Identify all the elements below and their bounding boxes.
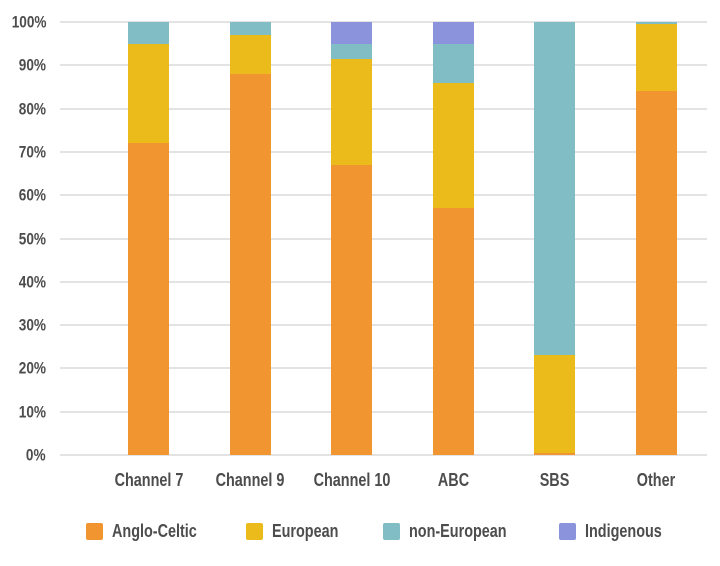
legend-item-european: European [245,521,355,541]
bar-segment-indigenous-abc [432,22,474,44]
bar-segment-non-european-sbs [534,22,576,356]
y-tick-label-80: 80% [18,99,46,119]
bar-channel-9 [229,22,271,455]
legend-swatch-european [245,522,263,540]
y-tick-label-100: 100% [11,12,46,32]
bar-segment-anglo-celtic-channel-9 [229,73,271,455]
legend-label-indigenous: Indigenous [585,521,662,541]
bar-segment-non-european-channel-9 [229,22,271,35]
gridline-50 [60,237,707,240]
plot-area: 0% 10% 20% 30% 40% 50% 60% 70% 80% 90% 100% [11,14,707,464]
bar-segment-european-other [635,24,677,92]
legend-swatch-indigenous [559,522,576,540]
y-tick-label-20: 20% [18,358,46,378]
gridline-60 [60,194,707,197]
legend-item-non-european: non-European [383,522,531,540]
gridline-80 [60,107,707,110]
gridline-100 [60,21,707,23]
x-axis-label-channel-7: Channel 7 [114,470,184,490]
bar-column-channel-9 [200,22,302,455]
y-tick-label-40: 40% [18,272,46,292]
bar-column-channel-7 [98,22,200,455]
legend-label-european: European [271,521,339,541]
bar-channel-7 [128,22,170,455]
bar-segment-non-european-abc [432,43,474,83]
legend-swatch-non-european [383,522,400,540]
y-tick-label-10: 10% [18,402,46,422]
bar-segment-anglo-celtic-channel-7 [128,143,170,455]
legend-label-anglo-celtic: Anglo-Celtic [111,521,197,541]
bar-segment-anglo-celtic-sbs [534,452,576,455]
bar-column-abc [403,22,505,455]
bar-segment-non-european-channel-7 [128,22,170,44]
x-axis-label-sbs: SBS [539,470,570,490]
bar-segment-non-european-channel-10 [331,43,373,59]
y-tick-label-70: 70% [18,142,46,162]
bar-segment-european-abc [432,82,474,209]
bar-channel-10 [331,22,373,455]
bar-segment-european-channel-9 [229,35,271,74]
bar-abc [432,22,474,455]
x-axis-label-channel-10: Channel 10 [313,470,391,490]
gridline-10 [60,410,707,413]
bar-column-sbs [504,22,606,455]
bar-segment-european-sbs [534,355,576,453]
gridline-90 [60,64,707,67]
bar-segment-indigenous-channel-10 [331,22,373,44]
legend-item-indigenous: Indigenous [559,522,681,540]
legend-swatch-anglo-celtic [85,522,103,540]
legend-label-non-european: non-European [409,521,507,541]
gridline-70 [60,150,707,153]
bar-other [635,22,677,455]
gridline-30 [60,324,707,327]
legend-item-anglo-celtic: Anglo-Celtic [85,521,218,541]
chart-legend: Anglo-Celtic European non-European Indigeno… [60,522,707,540]
x-axis-label-abc: ABC [437,470,469,490]
bar-segment-anglo-celtic-abc [432,208,474,455]
bar-segment-european-channel-10 [331,58,373,165]
gridline-20 [60,367,707,370]
y-tick-label-90: 90% [18,55,46,75]
bar-sbs [534,22,576,455]
bar-segment-anglo-celtic-other [635,91,677,455]
y-tick-label-50: 50% [18,229,46,248]
gridline-40 [60,280,707,283]
bar-column-other [606,22,708,455]
bars-container [98,22,707,455]
gridline-0 [60,454,707,456]
x-axis-label-other: Other [637,470,676,490]
y-tick-label-0: 0% [26,445,46,465]
bar-segment-non-european-other [635,22,677,25]
y-tick-label-30: 30% [18,315,46,335]
x-axis: Channel 7 Channel 9 Channel 10 ABC SBS Other [98,467,707,493]
bar-segment-european-channel-7 [128,43,170,144]
y-tick-label-60: 60% [18,185,46,205]
x-axis-label-channel-9: Channel 9 [215,470,285,490]
bar-segment-anglo-celtic-channel-10 [331,164,373,455]
bar-column-channel-10 [301,22,403,455]
